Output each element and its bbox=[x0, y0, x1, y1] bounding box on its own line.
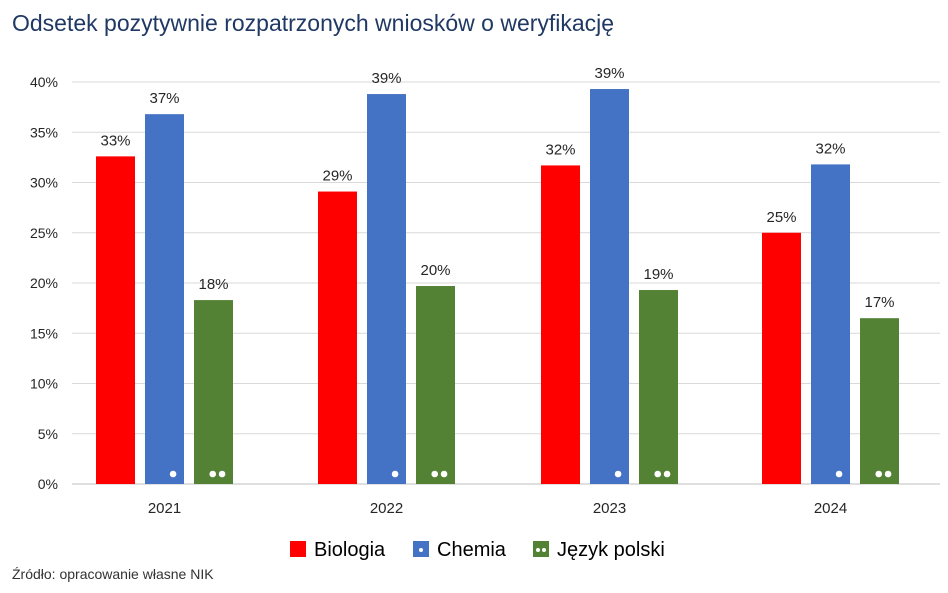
bar bbox=[762, 232, 801, 484]
bar bbox=[96, 156, 135, 484]
source-note: Źródło: opracowanie własne NIK bbox=[12, 566, 214, 582]
bar bbox=[145, 114, 184, 484]
legend-item: Biologia bbox=[290, 539, 386, 561]
y-tick-label: 40% bbox=[30, 74, 58, 90]
bar-group bbox=[639, 290, 678, 484]
data-label: 17% bbox=[864, 294, 894, 311]
pattern-dot bbox=[440, 470, 448, 478]
data-label: 32% bbox=[545, 141, 575, 158]
bar bbox=[811, 164, 850, 484]
y-tick-label: 35% bbox=[30, 124, 58, 140]
chart-title: Odsetek pozytywnie rozpatrzonych wnioskó… bbox=[12, 10, 615, 36]
pattern-dot bbox=[875, 470, 883, 478]
bar bbox=[367, 94, 406, 484]
data-label: 29% bbox=[322, 168, 352, 185]
y-tick-label: 15% bbox=[30, 325, 58, 341]
legend-swatch bbox=[533, 541, 549, 557]
pattern-dot bbox=[391, 470, 399, 478]
bar bbox=[416, 286, 455, 484]
data-label: 20% bbox=[420, 262, 450, 279]
legend-label: Biologia bbox=[314, 539, 386, 561]
bar-group bbox=[416, 286, 455, 484]
y-tick-label: 0% bbox=[38, 476, 58, 492]
legend-swatch bbox=[290, 541, 306, 557]
pattern-dot bbox=[536, 548, 540, 552]
x-tick-label: 2023 bbox=[593, 500, 626, 517]
y-tick-label: 5% bbox=[38, 426, 58, 442]
pattern-dot bbox=[169, 470, 177, 478]
pattern-dot bbox=[654, 470, 662, 478]
bar bbox=[860, 318, 899, 484]
bar bbox=[590, 89, 629, 484]
x-tick-label: 2022 bbox=[370, 500, 403, 517]
data-label: 32% bbox=[815, 140, 845, 157]
bar-group bbox=[590, 89, 629, 484]
bar bbox=[639, 290, 678, 484]
legend-item: Chemia bbox=[413, 539, 507, 561]
bar-group bbox=[811, 164, 850, 484]
data-label: 18% bbox=[198, 276, 228, 293]
x-tick-label: 2021 bbox=[148, 500, 181, 517]
bar-group bbox=[145, 114, 184, 484]
x-tick-label: 2024 bbox=[814, 500, 847, 517]
legend-item: Język polski bbox=[533, 539, 665, 561]
bar-group bbox=[318, 191, 357, 485]
y-tick-label: 10% bbox=[30, 376, 58, 392]
bar-group bbox=[367, 94, 406, 484]
legend-label: Chemia bbox=[437, 539, 507, 561]
bar-group bbox=[860, 318, 899, 484]
data-label: 33% bbox=[100, 132, 130, 149]
y-tick-label: 25% bbox=[30, 225, 58, 241]
bar-group bbox=[96, 156, 135, 484]
pattern-dot bbox=[884, 470, 892, 478]
y-tick-label: 30% bbox=[30, 175, 58, 191]
bar-group bbox=[194, 300, 233, 484]
pattern-dot bbox=[419, 548, 423, 552]
pattern-dot bbox=[431, 470, 439, 478]
pattern-dot bbox=[218, 470, 226, 478]
bar bbox=[541, 165, 580, 485]
data-label: 39% bbox=[371, 70, 401, 87]
bar bbox=[318, 191, 357, 485]
bar-group bbox=[762, 232, 801, 484]
y-tick-label: 20% bbox=[30, 275, 58, 291]
pattern-dot bbox=[614, 470, 622, 478]
bar bbox=[194, 300, 233, 484]
pattern-dot bbox=[542, 548, 546, 552]
data-label: 19% bbox=[643, 266, 673, 283]
data-label: 39% bbox=[594, 65, 624, 82]
pattern-dot bbox=[209, 470, 217, 478]
pattern-dot bbox=[663, 470, 671, 478]
data-label: 37% bbox=[149, 90, 179, 107]
bar-group bbox=[541, 165, 580, 485]
legend-label: Język polski bbox=[557, 539, 665, 561]
data-label: 25% bbox=[766, 209, 796, 226]
pattern-dot bbox=[835, 470, 843, 478]
